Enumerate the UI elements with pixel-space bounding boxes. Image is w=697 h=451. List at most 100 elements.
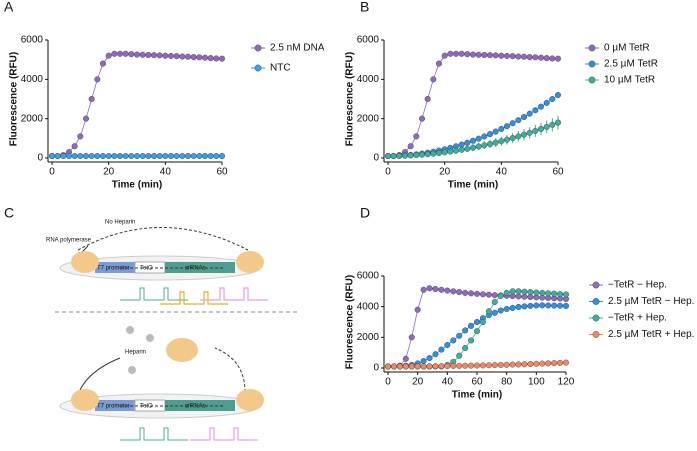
point — [503, 289, 510, 296]
point — [479, 362, 486, 369]
x-axis-label: Time (min) — [112, 180, 162, 191]
point — [162, 153, 169, 160]
point — [563, 302, 570, 309]
point — [549, 121, 556, 128]
legend-marker — [588, 76, 596, 84]
point — [521, 293, 528, 300]
point — [533, 302, 540, 309]
point — [557, 359, 564, 366]
point — [420, 363, 427, 370]
point — [145, 153, 152, 160]
legend-marker — [592, 314, 600, 322]
point — [173, 153, 180, 160]
y-tick-label: 2000 — [357, 113, 380, 124]
point — [438, 286, 445, 293]
diagram: C No Heparin RNA polymerase T7 promoter … — [4, 205, 300, 441]
point — [190, 153, 197, 160]
point — [201, 54, 208, 61]
point — [458, 141, 465, 148]
promoter — [95, 262, 135, 273]
point — [65, 153, 72, 160]
point — [390, 363, 397, 370]
point — [111, 50, 118, 57]
panel-label: B — [360, 0, 369, 15]
x-tick-label: 20 — [439, 167, 451, 178]
polymerase — [166, 338, 198, 362]
point — [509, 53, 516, 60]
point — [485, 291, 492, 298]
point — [515, 303, 522, 310]
polymerase — [71, 389, 99, 411]
x-tick-label: 40 — [496, 167, 508, 178]
point — [432, 286, 439, 293]
point — [549, 96, 556, 103]
y-tick-label: 4000 — [21, 74, 44, 85]
point — [504, 52, 511, 59]
point — [555, 92, 562, 99]
point — [521, 114, 528, 121]
point — [545, 302, 552, 309]
point — [414, 306, 421, 313]
point — [77, 133, 84, 140]
point — [184, 53, 191, 60]
point — [485, 308, 492, 315]
x-axis-label: Time (min) — [452, 390, 502, 401]
y-axis-label: Fluorescence (RFU) — [345, 52, 356, 146]
y-tick-label: 6000 — [21, 35, 44, 46]
point — [497, 307, 504, 314]
legend-marker — [592, 331, 600, 338]
point — [498, 125, 505, 132]
point — [94, 153, 101, 160]
point — [526, 129, 533, 136]
legend-label: 2.5 µM TetR − Hep. — [608, 296, 694, 307]
point — [538, 54, 545, 61]
point — [396, 152, 403, 159]
point — [441, 149, 448, 156]
point — [527, 302, 534, 309]
point — [491, 362, 498, 369]
label: RNA polymerase — [46, 238, 92, 244]
point — [533, 289, 540, 296]
panel-label: D — [360, 205, 370, 221]
rna-products — [120, 427, 258, 441]
point — [557, 291, 564, 298]
y-tick-label: 2000 — [21, 113, 44, 124]
y-tick-label: 2000 — [357, 332, 380, 343]
label: T7 promoter — [97, 404, 130, 410]
point — [444, 287, 451, 294]
point — [543, 55, 550, 62]
point — [539, 360, 546, 367]
label: T7 promoter — [97, 266, 130, 272]
point — [447, 148, 454, 155]
point — [432, 351, 439, 358]
rna-products — [120, 287, 268, 305]
point — [196, 153, 203, 160]
point — [82, 115, 89, 122]
legend-label: −TetR − Hep. — [608, 280, 667, 291]
x-tick-label: 0 — [385, 377, 391, 388]
point — [521, 361, 528, 368]
point — [563, 291, 570, 298]
point — [444, 342, 451, 349]
point — [167, 153, 174, 160]
point — [71, 153, 78, 160]
point — [156, 52, 163, 59]
point — [430, 150, 437, 157]
point — [407, 143, 414, 150]
point — [515, 53, 522, 60]
point — [453, 147, 460, 154]
point — [485, 362, 492, 369]
point — [111, 153, 118, 160]
point — [491, 299, 498, 306]
point — [402, 152, 409, 159]
point — [450, 337, 457, 344]
polymerase — [236, 389, 264, 411]
point — [396, 363, 403, 370]
point — [99, 153, 106, 160]
point — [551, 302, 558, 309]
point — [390, 152, 397, 159]
arrow — [79, 357, 121, 391]
point — [527, 361, 534, 368]
point — [436, 150, 443, 157]
label: Heparin — [125, 350, 146, 356]
